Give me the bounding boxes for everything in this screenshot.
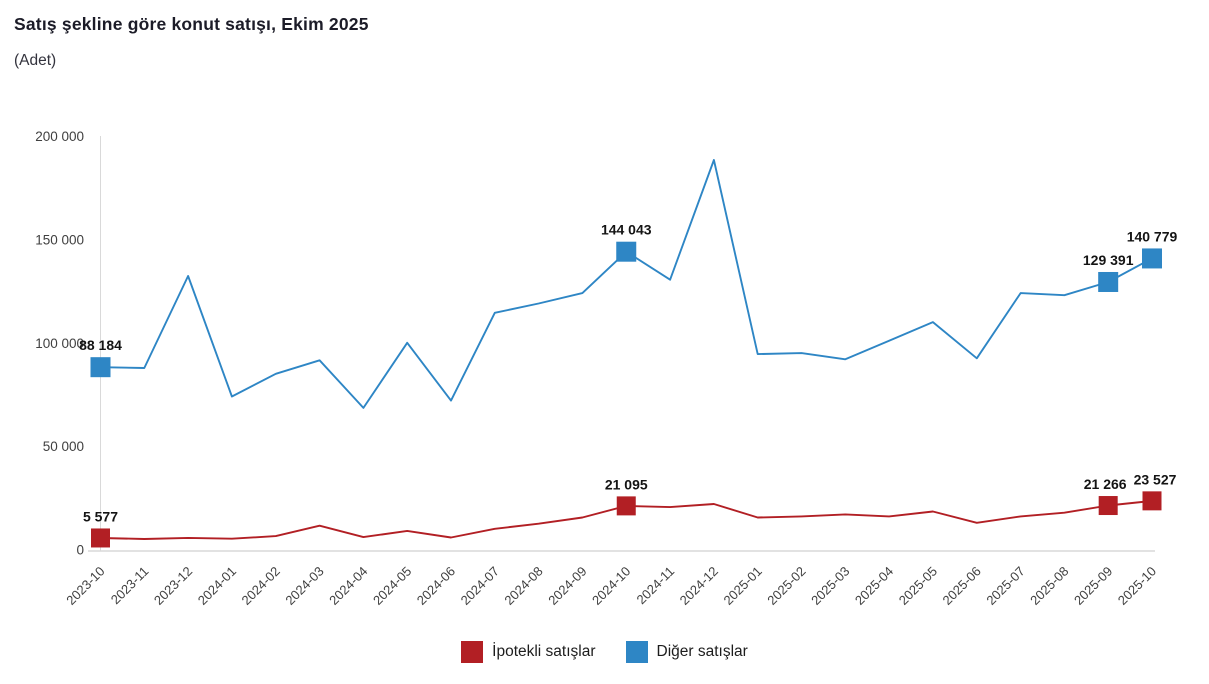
data-point-marker[interactable] [1098, 496, 1118, 516]
y-tick-label: 100 000 [35, 336, 84, 351]
x-tick-label: 2024-02 [239, 564, 283, 608]
legend-item-diger-satislar[interactable]: Diğer satışlar [625, 641, 748, 663]
x-tick-label: 2025-07 [983, 564, 1027, 608]
y-tick-label: 50 000 [43, 439, 84, 454]
data-point-label: 88 184 [79, 337, 122, 353]
x-tick-label: 2024-12 [677, 564, 721, 608]
x-tick-label: 2024-09 [545, 564, 589, 608]
data-point-marker[interactable] [616, 241, 637, 262]
y-tick-label: 150 000 [35, 232, 84, 247]
y-tick-label: 0 [76, 543, 84, 558]
x-tick-label: 2025-04 [852, 564, 896, 608]
chart-legend: İpotekli satışlar Diğer satışlar [0, 641, 1209, 663]
x-tick-label: 2023-12 [151, 564, 195, 608]
legend-label-ipotekli-satislar: İpotekli satışlar [492, 643, 596, 660]
data-point-marker[interactable] [90, 357, 111, 378]
data-point-label: 5 577 [83, 508, 118, 524]
data-point-label: 144 043 [601, 222, 652, 238]
x-tick-label: 2025-03 [808, 564, 852, 608]
x-tick-label: 2025-05 [896, 564, 940, 608]
data-point-label: 140 779 [1127, 228, 1178, 244]
data-point-marker[interactable] [1098, 271, 1119, 292]
legend-swatch-blue-icon [625, 641, 648, 663]
x-tick-label: 2024-11 [634, 564, 678, 608]
data-point-marker[interactable] [91, 528, 110, 548]
data-point-label: 129 391 [1083, 252, 1134, 268]
x-tick-label: 2024-08 [501, 564, 545, 608]
x-tick-label: 2023-10 [63, 564, 107, 608]
x-tick-label: 2025-02 [764, 564, 808, 608]
data-point-marker[interactable] [1142, 248, 1162, 269]
chart-subtitle: (Adet) [14, 52, 57, 69]
x-tick-label: 2024-04 [326, 564, 370, 608]
data-point-label: 21 266 [1084, 476, 1127, 492]
data-point-label: 21 095 [605, 476, 648, 492]
data-point-marker[interactable] [1142, 491, 1162, 511]
x-tick-label: 2025-08 [1027, 564, 1071, 608]
y-tick-label: 200 000 [35, 129, 84, 144]
x-tick-label: 2024-07 [458, 564, 502, 608]
legend-label-diger-satislar: Diğer satışlar [656, 643, 748, 660]
data-point-label: 23 527 [1134, 471, 1177, 487]
x-tick-label: 2025-10 [1115, 564, 1159, 608]
x-tick-label: 2024-01 [195, 564, 239, 608]
x-tick-label: 2024-10 [589, 564, 633, 608]
x-tick-label: 2023-11 [108, 564, 152, 608]
x-tick-label: 2024-06 [414, 564, 458, 608]
x-tick-label: 2025-09 [1071, 564, 1115, 608]
x-tick-label: 2025-01 [720, 564, 764, 608]
x-tick-label: 2025-06 [940, 564, 984, 608]
data-point-marker[interactable] [616, 496, 636, 516]
chart-title: Satış şekline göre konut satışı, Ekim 20… [14, 14, 369, 34]
x-tick-label: 2024-05 [370, 564, 414, 608]
legend-swatch-red-icon [461, 641, 484, 663]
series-line-diger [100, 159, 1153, 409]
legend-item-ipotekli-satislar[interactable]: İpotekli satışlar [461, 641, 596, 663]
x-tick-label: 2024-03 [282, 564, 326, 608]
